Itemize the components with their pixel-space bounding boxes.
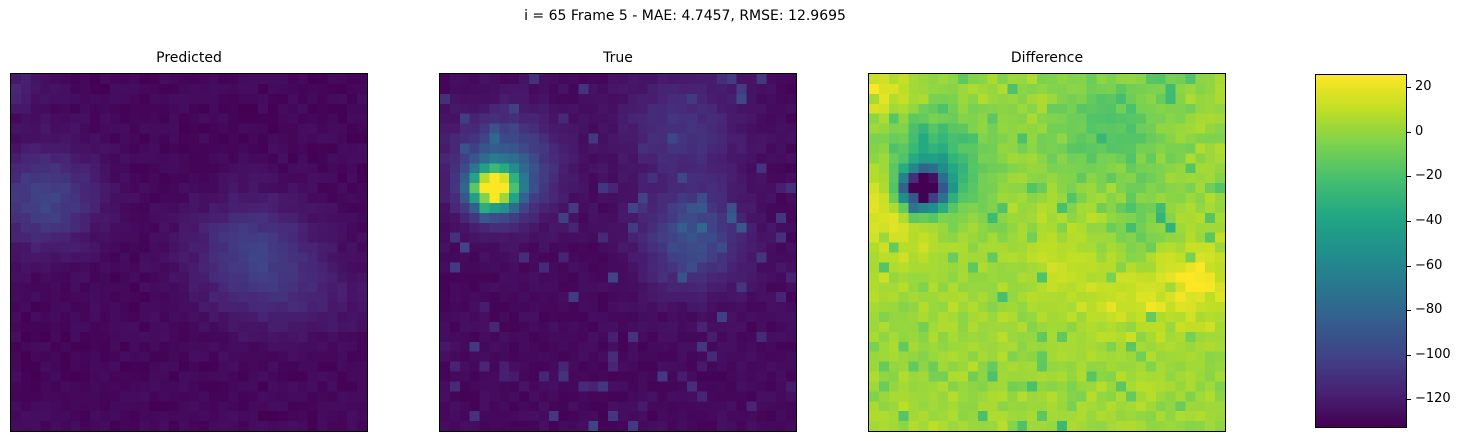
figure-title: i = 65 Frame 5 - MAE: 4.7457, RMSE: 12.9… [524, 8, 846, 24]
colorbar-tick-label: −80 [1415, 302, 1443, 318]
panel-title-predicted: Predicted [156, 50, 222, 66]
colorbar-tick [1406, 265, 1411, 267]
colorbar-tick [1406, 399, 1411, 401]
colorbar-tick [1406, 221, 1411, 223]
colorbar-tick-label: −60 [1415, 257, 1443, 273]
panel-title-true: True [603, 50, 633, 66]
colorbar-tick [1406, 131, 1411, 133]
panel-title-difference: Difference [1010, 50, 1084, 66]
colorbar [1315, 74, 1407, 428]
colorbar-tick-label: −100 [1415, 346, 1451, 362]
colorbar-tick-label: 20 [1415, 79, 1432, 95]
colorbar-tick-label: −20 [1415, 168, 1443, 184]
colorbar-tick-label: 0 [1415, 123, 1424, 139]
colorbar-tick [1406, 87, 1411, 89]
colorbar-tick-label: −120 [1415, 391, 1451, 407]
colorbar-tick [1406, 354, 1411, 356]
heatmap-difference [868, 73, 1226, 432]
heatmap-true [439, 73, 797, 432]
colorbar-tick [1406, 310, 1411, 312]
colorbar-tick [1406, 176, 1411, 178]
heatmap-predicted [10, 73, 368, 432]
colorbar-tick-label: −40 [1415, 213, 1443, 229]
